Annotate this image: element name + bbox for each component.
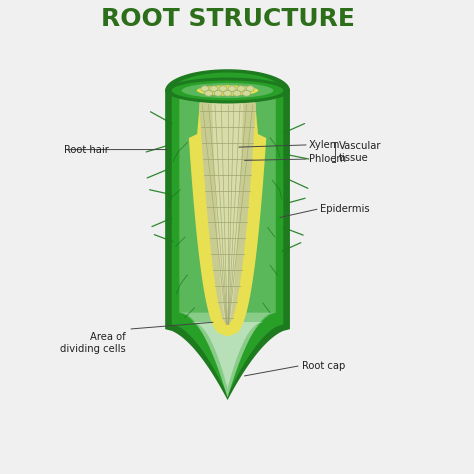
Ellipse shape [237, 86, 245, 91]
Ellipse shape [219, 86, 227, 91]
Text: Area of
dividing cells: Area of dividing cells [60, 332, 126, 354]
Ellipse shape [165, 77, 290, 103]
Ellipse shape [228, 86, 236, 91]
Ellipse shape [246, 86, 254, 91]
Text: ROOT STRUCTURE: ROOT STRUCTURE [100, 7, 355, 31]
Ellipse shape [242, 91, 250, 96]
Text: Xylem: Xylem [309, 140, 340, 150]
Ellipse shape [224, 91, 232, 96]
Polygon shape [189, 102, 266, 336]
Text: Root hair: Root hair [64, 145, 109, 155]
Ellipse shape [233, 91, 241, 96]
Ellipse shape [197, 85, 258, 96]
Ellipse shape [172, 81, 283, 100]
Ellipse shape [205, 91, 213, 96]
Text: Epidermis: Epidermis [319, 204, 369, 214]
Polygon shape [179, 80, 276, 383]
Polygon shape [181, 313, 274, 398]
Polygon shape [212, 99, 243, 324]
Ellipse shape [201, 86, 209, 91]
Text: Vascular
tissue: Vascular tissue [338, 141, 381, 163]
Text: Root cap: Root cap [302, 361, 346, 371]
Polygon shape [172, 73, 283, 395]
Ellipse shape [182, 83, 273, 98]
Polygon shape [165, 69, 290, 400]
Polygon shape [199, 95, 256, 324]
Ellipse shape [210, 86, 218, 91]
Polygon shape [192, 322, 263, 388]
Ellipse shape [214, 91, 222, 96]
Text: Phloem: Phloem [309, 154, 346, 164]
